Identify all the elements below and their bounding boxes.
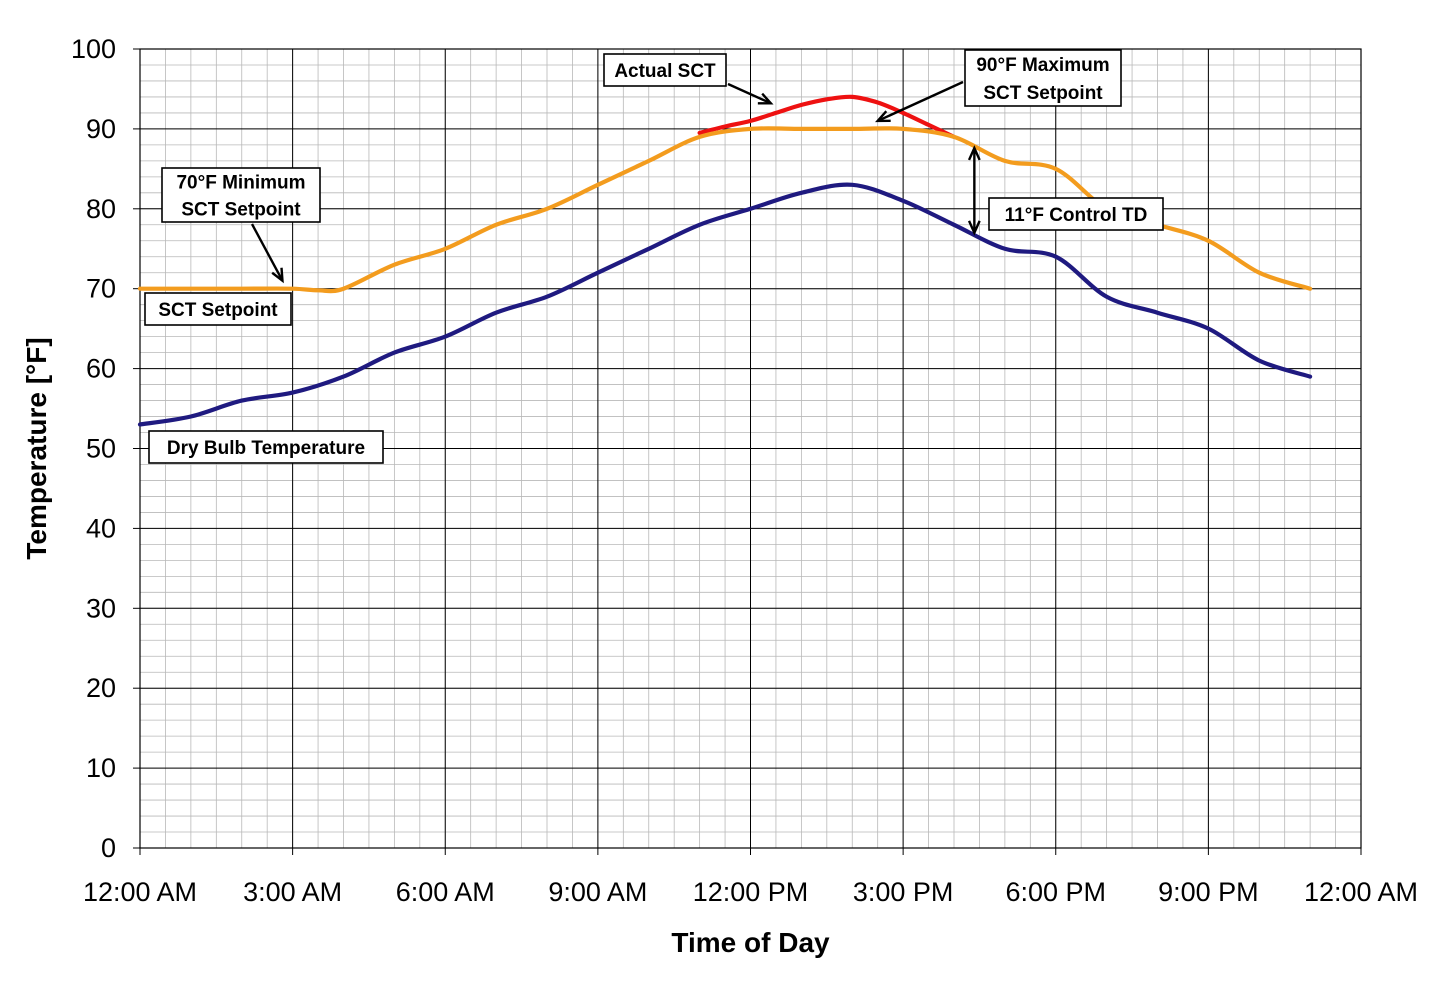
- annotation-arrowhead: [757, 92, 774, 105]
- y-tick-label: 10: [86, 753, 116, 783]
- series-line-dry-bulb-temperature: [137, 182, 1313, 427]
- x-axis-ticks: 12:00 AM 3:00 AM 6:00 AM 9:00 AM 12:00 PM 3:0…: [83, 848, 1418, 907]
- annotation-box: [144, 292, 292, 326]
- y-tick-label: 100: [71, 34, 116, 64]
- y-tick-label: 50: [86, 434, 116, 464]
- y-tick-label: 90: [86, 114, 116, 144]
- y-tick-label: 40: [86, 513, 116, 543]
- y-tick-label: 0: [101, 833, 116, 863]
- annotation-box: [988, 197, 1164, 231]
- annotation-box: [603, 53, 727, 87]
- y-tick-label: 70: [86, 274, 116, 304]
- x-tick-label: 6:00 AM: [396, 877, 495, 907]
- x-tick-label: 12:00 PM: [693, 877, 809, 907]
- annotations: Actual SCT 90°F Maximum SCT Setpoint 70°F M…: [144, 49, 1164, 464]
- control-td-arrowhead-bottom: [967, 220, 981, 236]
- annotation-arrowhead: [875, 110, 891, 123]
- x-tick-label: 6:00 PM: [1005, 877, 1106, 907]
- x-tick-label: 3:00 PM: [853, 877, 954, 907]
- annotation-label: SCT Setpoint: [983, 83, 1103, 104]
- x-axis-title: Time of Day: [671, 927, 830, 958]
- annotation-box: [964, 49, 1122, 107]
- y-tick-label: 20: [86, 673, 116, 703]
- x-tick-label: 3:00 AM: [243, 877, 342, 907]
- annotation-box: [148, 430, 384, 464]
- annotation-label: Actual SCT: [614, 61, 716, 82]
- y-axis-ticks: 0 10 20 30 40 50 60 70 80 90 100: [71, 34, 140, 863]
- annotation-label: SCT Setpoint: [181, 200, 301, 221]
- x-tick-label: 12:00 AM: [83, 877, 197, 907]
- x-tick-label: 9:00 AM: [548, 877, 647, 907]
- x-tick-label: 12:00 AM: [1304, 877, 1418, 907]
- x-tick-label: 9:00 PM: [1158, 877, 1259, 907]
- annotation-label: 11°F Control TD: [1005, 205, 1148, 226]
- annotation-arrow: [250, 223, 284, 282]
- control-td-arrowhead-top: [967, 145, 981, 161]
- annotation-label: SCT Setpoint: [158, 300, 278, 321]
- annotation-arrowhead: [271, 267, 284, 284]
- y-axis-title: Temperature [°F]: [21, 337, 52, 559]
- annotation-arrow: [877, 80, 964, 123]
- annotation-label: Dry Bulb Temperature: [167, 438, 365, 459]
- y-tick-label: 80: [86, 194, 116, 224]
- annotation-label: 90°F Maximum: [976, 55, 1109, 76]
- y-tick-label: 30: [86, 593, 116, 623]
- annotation-label: 70°F Minimum: [176, 173, 305, 194]
- y-tick-label: 60: [86, 354, 116, 384]
- annotation-arrow: [727, 82, 772, 105]
- series-line-actual-sct: [697, 94, 957, 139]
- annotation-box: [161, 167, 321, 223]
